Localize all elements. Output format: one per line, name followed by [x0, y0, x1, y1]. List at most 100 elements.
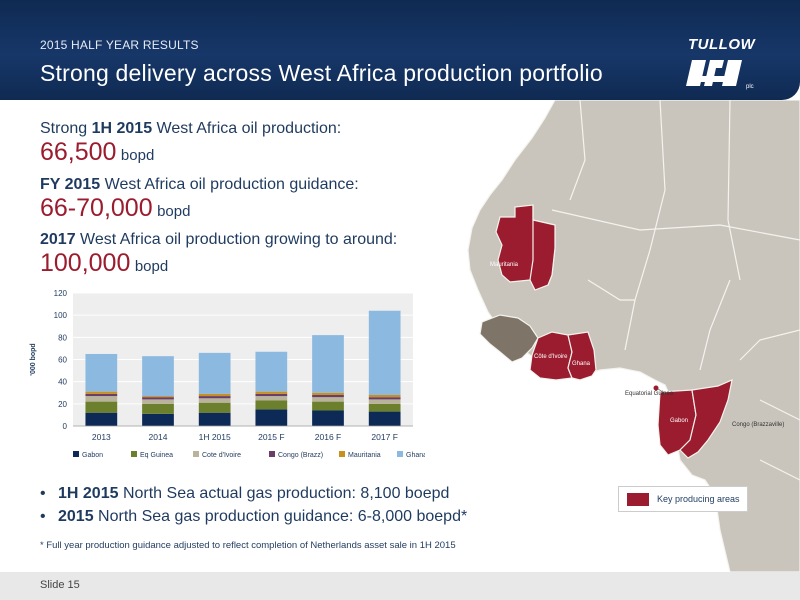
- guinea-region: [479, 314, 539, 363]
- legend-label: Key producing areas: [657, 494, 740, 504]
- bullet-item: • 2015 North Sea gas production guidance:…: [40, 508, 468, 525]
- x-tick-label: 2015 F: [258, 432, 284, 442]
- bar-segment: [368, 394, 401, 398]
- y-tick-label: 0: [63, 422, 68, 431]
- bar-segment: [198, 396, 231, 399]
- map-label-ghana: Ghana: [572, 361, 591, 367]
- kpi-label: FY 2015 West Africa oil production guida…: [40, 176, 359, 193]
- header-bar: 2015 HALF YEAR RESULTS Strong delivery a…: [0, 0, 800, 100]
- bar-segment: [142, 413, 174, 426]
- map-label-eq-guinea: Equatorial Guinea: [625, 391, 674, 397]
- y-tick-label: 20: [58, 400, 67, 409]
- y-tick-label: 120: [54, 289, 68, 298]
- legend-entry: Cote d'Ivoire: [202, 452, 241, 459]
- bar-segment: [312, 392, 344, 395]
- legend-swatch: [131, 451, 137, 457]
- bar-segment: [255, 396, 288, 401]
- legend-swatch: [193, 451, 199, 457]
- y-tick-label: 40: [58, 378, 67, 387]
- bar-segment: [255, 391, 288, 394]
- country-borders: [551, 100, 800, 481]
- kpi-value: 66,500: [40, 138, 117, 166]
- x-tick-label: 2013: [92, 432, 111, 442]
- map-legend: Key producing areas: [618, 486, 748, 512]
- slide-number: Slide 15: [40, 579, 80, 591]
- bar-segment: [198, 412, 231, 426]
- map-label-gabon: Gabon: [670, 418, 688, 424]
- kpi-2017: 2017 West Africa oil production growing …: [40, 231, 397, 278]
- x-tick-label: 2014: [149, 432, 168, 442]
- bar-segment: [85, 393, 118, 397]
- logo-wordmark: TULLOW: [688, 36, 756, 53]
- kpi-unit: bopd: [157, 203, 191, 220]
- bar-segment: [142, 396, 174, 398]
- kpi-fy-2015: FY 2015 West Africa oil production guida…: [40, 176, 359, 223]
- y-axis-label: '000 bopd: [30, 343, 37, 375]
- legend-entry: Mauritania: [348, 452, 381, 459]
- footer-bar: Slide 15: [0, 572, 800, 600]
- eq-guinea-leader-line: [657, 388, 667, 395]
- bar-segment: [255, 400, 288, 410]
- bar-segment: [85, 401, 118, 413]
- bar-segment: [198, 393, 231, 397]
- legend-swatch: [627, 493, 649, 506]
- kpi-1h-2015: Strong 1H 2015 West Africa oil productio…: [40, 120, 341, 167]
- y-tick-label: 100: [54, 311, 68, 320]
- legend-swatch: [73, 451, 79, 457]
- tullow-logo: TULLOW plc: [676, 36, 760, 96]
- bar-segment: [368, 403, 401, 412]
- bar-segment: [85, 391, 118, 394]
- kpi-value: 100,000: [40, 249, 131, 277]
- page-title: Strong delivery across West Africa produ…: [40, 60, 603, 86]
- bar-segment: [142, 399, 174, 404]
- bar-segment: [312, 401, 344, 411]
- bar-segment: [255, 351, 288, 392]
- x-tick-label: 2016 F: [315, 432, 341, 442]
- kpi-label: Strong 1H 2015 West Africa oil productio…: [40, 120, 342, 137]
- footnote: * Full year production guidance adjusted…: [40, 540, 456, 551]
- bar-segment: [312, 410, 344, 426]
- bar-segment: [142, 356, 174, 397]
- bar-segment: [312, 394, 344, 398]
- bar-segment: [312, 335, 344, 393]
- bar-segment: [198, 402, 231, 413]
- bar-segment: [198, 352, 231, 394]
- legend-swatch: [339, 451, 345, 457]
- bar-segment: [368, 397, 401, 400]
- y-tick-label: 60: [58, 356, 67, 365]
- bullet-list: • 1H 2015 North Sea actual gas production…: [40, 485, 467, 531]
- logo-mark-icon: plc: [686, 60, 754, 90]
- ghana-region: [567, 331, 597, 381]
- bar-segment: [85, 353, 118, 392]
- bar-segment: [255, 393, 288, 397]
- legend-entry: Ghana: [406, 452, 425, 459]
- legend-entry: Congo (Brazz): [278, 452, 323, 459]
- x-tick-label: 2017 F: [371, 432, 397, 442]
- legend-swatch: [269, 451, 275, 457]
- bar-segment: [368, 399, 401, 404]
- kpi-unit: bopd: [120, 147, 155, 164]
- legend-entry: Gabon: [82, 452, 103, 459]
- y-tick-label: 80: [58, 333, 67, 342]
- header-subtitle: 2015 HALF YEAR RESULTS: [40, 38, 199, 52]
- equatorial-guinea-dot: [653, 385, 659, 391]
- legend-swatch: [397, 451, 403, 457]
- bar-segment: [85, 412, 118, 426]
- map-label-congo: Congo (Brazzaville): [732, 422, 784, 428]
- bar-segment: [142, 397, 174, 400]
- kpi-value: 66-70,000: [40, 194, 153, 222]
- mauritania-top: [529, 205, 556, 291]
- bar-segment: [368, 310, 401, 395]
- map-label-mauritania: Mauritania: [490, 262, 519, 268]
- bar-segment: [312, 397, 344, 402]
- logo-suffix: plc: [746, 84, 754, 90]
- kpi-unit: bopd: [134, 258, 169, 275]
- bullet-item: • 1H 2015 North Sea actual gas production…: [40, 485, 450, 502]
- bar-segment: [255, 409, 288, 426]
- bar-segment: [85, 396, 118, 402]
- map-label-cote-divoire: Côte d'Ivoire: [534, 354, 568, 360]
- bar-segment: [198, 398, 231, 403]
- production-chart: 0 20 40 60 80 100 120 '000 bopd 2013 2014 1H 2015 2…: [30, 289, 425, 459]
- bar-segment: [368, 411, 401, 426]
- legend-entry: Eq Guinea: [140, 452, 173, 459]
